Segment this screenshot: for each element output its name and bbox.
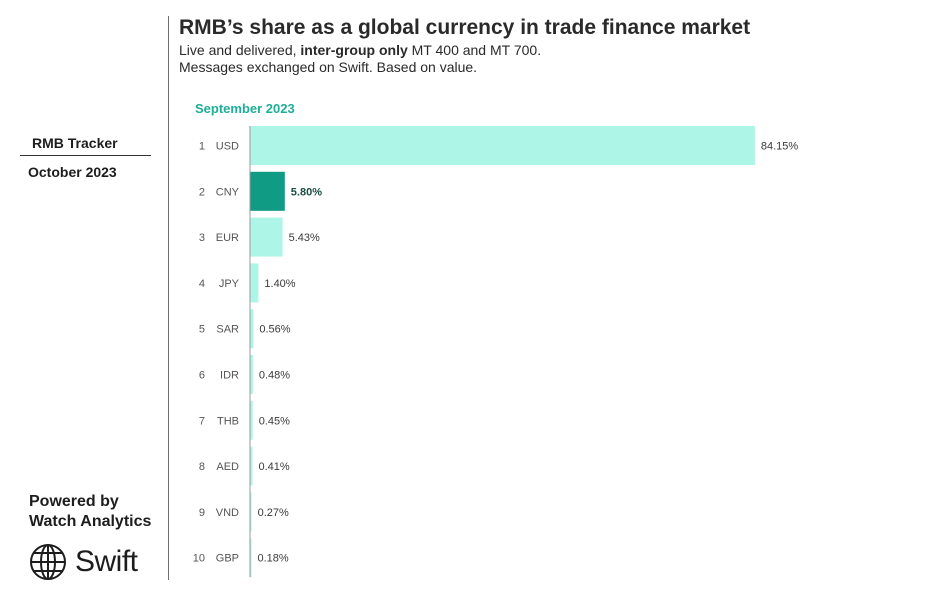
value-label: 0.41% [258, 461, 289, 473]
bar-aed [250, 446, 253, 486]
value-label: 0.27% [258, 507, 289, 519]
value-label: 0.56% [259, 324, 290, 336]
bar-usd [250, 126, 755, 165]
bar-sar [250, 309, 254, 349]
category-label: JPY [219, 278, 240, 290]
category-label: THB [217, 415, 239, 427]
bar-chart: 1 USD 84.15% 2 CNY 5.80% 3 EUR 5.43% 4 JPY 1.40% 5 SA… [193, 126, 799, 578]
rank-label: 7 [199, 415, 205, 427]
globe-icon [30, 544, 66, 580]
vertical-divider [168, 16, 169, 580]
category-label: USD [216, 141, 239, 153]
bar-cny [250, 171, 285, 211]
value-label: 1.40% [264, 278, 295, 290]
rank-label: 3 [199, 232, 205, 244]
powered-by-line1: Powered by [29, 493, 119, 510]
bar-eur [250, 217, 283, 257]
chart-subtitle: Live and delivered, inter-group only MT … [179, 42, 541, 58]
swift-wordmark: Swift [75, 545, 138, 578]
value-label: 0.45% [259, 415, 290, 427]
bar-vnd [250, 492, 252, 532]
rank-label: 10 [193, 553, 205, 565]
period-label: September 2023 [195, 101, 295, 116]
rank-label: 2 [199, 186, 205, 198]
bar-jpy [250, 263, 259, 303]
value-label: 84.15% [761, 141, 799, 153]
value-label: 0.48% [259, 370, 290, 382]
rank-label: 6 [199, 370, 205, 382]
category-label: SAR [216, 324, 239, 336]
category-label: GBP [216, 553, 239, 565]
chart-title: RMB’s share as a global currency in trad… [179, 16, 751, 39]
rank-label: 8 [199, 461, 205, 473]
rank-label: 1 [199, 141, 205, 153]
subtitle-text-end: MT 400 and MT 700. [407, 42, 542, 58]
swift-logo: Swift [28, 542, 146, 582]
report-date: October 2023 [28, 164, 117, 180]
bar-idr [250, 355, 253, 394]
category-label: EUR [216, 232, 239, 244]
rank-label: 9 [199, 507, 205, 519]
sidebar-divider [20, 155, 151, 156]
bar-thb [250, 400, 253, 440]
category-label: IDR [220, 370, 239, 382]
powered-by: Powered by Watch Analytics [29, 492, 151, 532]
subtitle-emphasis: inter-group only [300, 42, 408, 58]
value-label: 5.80% [291, 186, 322, 198]
subtitle-text: Live and delivered, [179, 42, 301, 58]
powered-by-line2: Watch Analytics [29, 513, 152, 530]
category-label: AED [216, 461, 239, 473]
rank-label: 4 [199, 278, 205, 290]
category-label: CNY [216, 186, 240, 198]
value-label: 0.18% [258, 553, 289, 565]
tracker-label: RMB Tracker [32, 135, 118, 151]
category-label: VND [216, 507, 239, 519]
bar-gbp [250, 538, 252, 578]
chart-subtitle-line2: Messages exchanged on Swift. Based on va… [179, 59, 478, 75]
rank-label: 5 [199, 324, 205, 336]
value-label: 5.43% [289, 232, 320, 244]
